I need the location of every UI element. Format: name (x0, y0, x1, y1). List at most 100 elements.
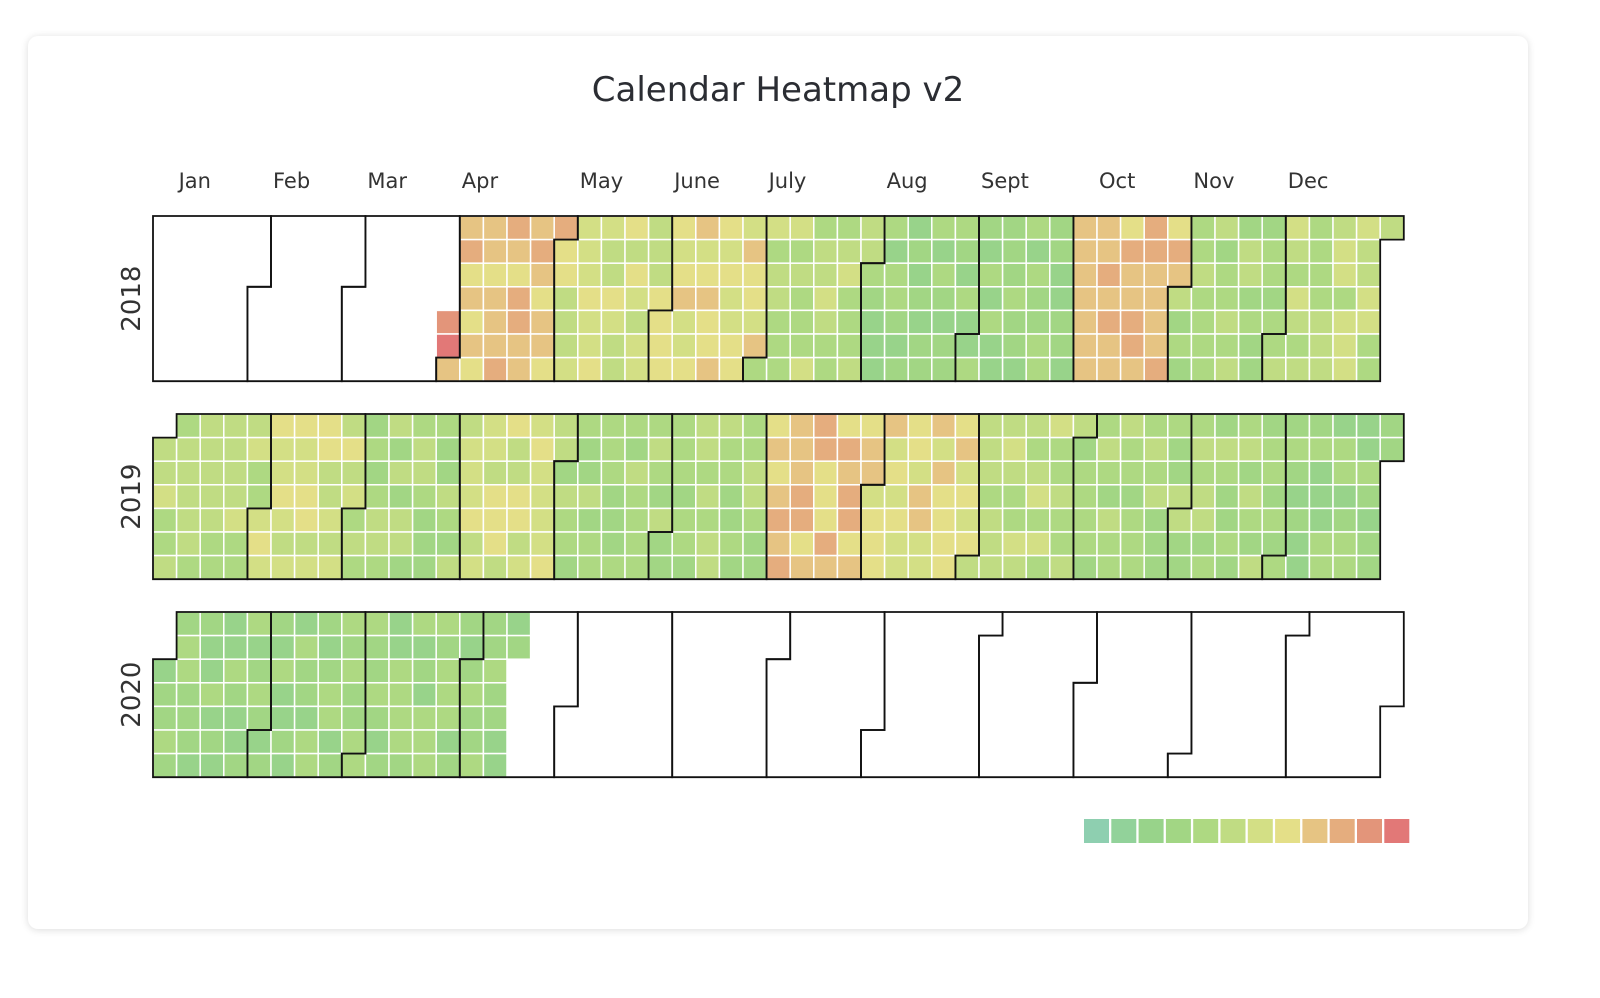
day-cell (1237, 333, 1263, 359)
day-cell (459, 436, 485, 462)
day-cell (978, 333, 1004, 359)
day-cell (695, 309, 721, 335)
day-cell (931, 436, 957, 462)
day-cell (246, 658, 272, 684)
day-cell (1237, 309, 1263, 335)
day-cell (718, 413, 744, 439)
day-cell (813, 215, 839, 241)
day-cell (1332, 333, 1358, 359)
day-cell (836, 436, 862, 462)
day-cell (1190, 554, 1216, 580)
day-cell (553, 507, 579, 533)
day-cell (341, 507, 367, 533)
day-cell (1025, 262, 1051, 288)
day-cell (199, 705, 225, 731)
day-cell (1096, 507, 1122, 533)
legend-swatch (1275, 819, 1301, 843)
day-cell (1025, 215, 1051, 241)
day-cell (317, 682, 343, 708)
day-cell (624, 356, 650, 382)
day-cell (1237, 484, 1263, 510)
day-cell (506, 611, 532, 637)
day-cell (1167, 356, 1193, 382)
day-cell (836, 356, 862, 382)
day-cell (411, 507, 437, 533)
day-cell (624, 238, 650, 264)
month-outline (246, 215, 367, 383)
day-cell (388, 484, 414, 510)
day-cell (765, 484, 791, 510)
day-cell (364, 554, 390, 580)
day-cell (435, 752, 461, 778)
day-cell (246, 554, 272, 580)
day-cell (1332, 507, 1358, 533)
day-cell (836, 309, 862, 335)
day-cell (553, 460, 579, 486)
day-cell (883, 333, 909, 359)
day-cell (907, 238, 933, 264)
day-cell (931, 333, 957, 359)
day-cell (624, 484, 650, 510)
day-cell (175, 705, 201, 731)
day-cell (1237, 356, 1263, 382)
day-cell (1025, 413, 1051, 439)
day-cell (152, 705, 178, 731)
day-cell (246, 705, 272, 731)
day-cell (1379, 215, 1405, 241)
day-cell (1001, 484, 1027, 510)
day-cell (270, 460, 296, 486)
day-cell (1096, 262, 1122, 288)
day-cell (954, 238, 980, 264)
day-cell (931, 531, 957, 557)
day-cell (1167, 554, 1193, 580)
day-cell (1119, 286, 1145, 312)
day-cell (364, 752, 390, 778)
day-cell (1119, 554, 1145, 580)
day-cell (317, 507, 343, 533)
day-cell (907, 333, 933, 359)
month-outline (1261, 413, 1405, 581)
day-cell (152, 436, 178, 462)
day-cell (506, 413, 532, 439)
day-cell (600, 333, 626, 359)
day-cell (1285, 309, 1311, 335)
day-cell (293, 460, 319, 486)
day-cell (1261, 333, 1287, 359)
day-cell (577, 507, 603, 533)
day-cell (718, 484, 744, 510)
legend-swatch (1247, 819, 1273, 843)
day-cell (1214, 356, 1240, 382)
day-cell (789, 460, 815, 486)
day-cell (175, 658, 201, 684)
day-cell (246, 729, 272, 755)
day-cell (789, 215, 815, 241)
day-cell (506, 484, 532, 510)
day-cell (813, 356, 839, 382)
day-cell (1214, 531, 1240, 557)
day-cell (978, 507, 1004, 533)
day-cell (836, 460, 862, 486)
day-cell (718, 460, 744, 486)
day-cell (1261, 309, 1287, 335)
day-cell (529, 436, 555, 462)
day-cell (695, 554, 721, 580)
day-cell (270, 752, 296, 778)
day-cell (600, 484, 626, 510)
day-cell (341, 554, 367, 580)
day-cell (199, 460, 225, 486)
day-cell (600, 413, 626, 439)
day-cell (1332, 413, 1358, 439)
day-cell (1190, 215, 1216, 241)
day-cell (671, 238, 697, 264)
day-cell (435, 484, 461, 510)
day-cell (529, 460, 555, 486)
day-cell (813, 460, 839, 486)
day-cell (1001, 309, 1027, 335)
day-cell (1190, 484, 1216, 510)
day-cell (883, 309, 909, 335)
day-cell (1001, 238, 1027, 264)
day-cell (482, 484, 508, 510)
day-cell (482, 507, 508, 533)
year-label: 2020 (117, 662, 147, 728)
day-cell (647, 460, 673, 486)
